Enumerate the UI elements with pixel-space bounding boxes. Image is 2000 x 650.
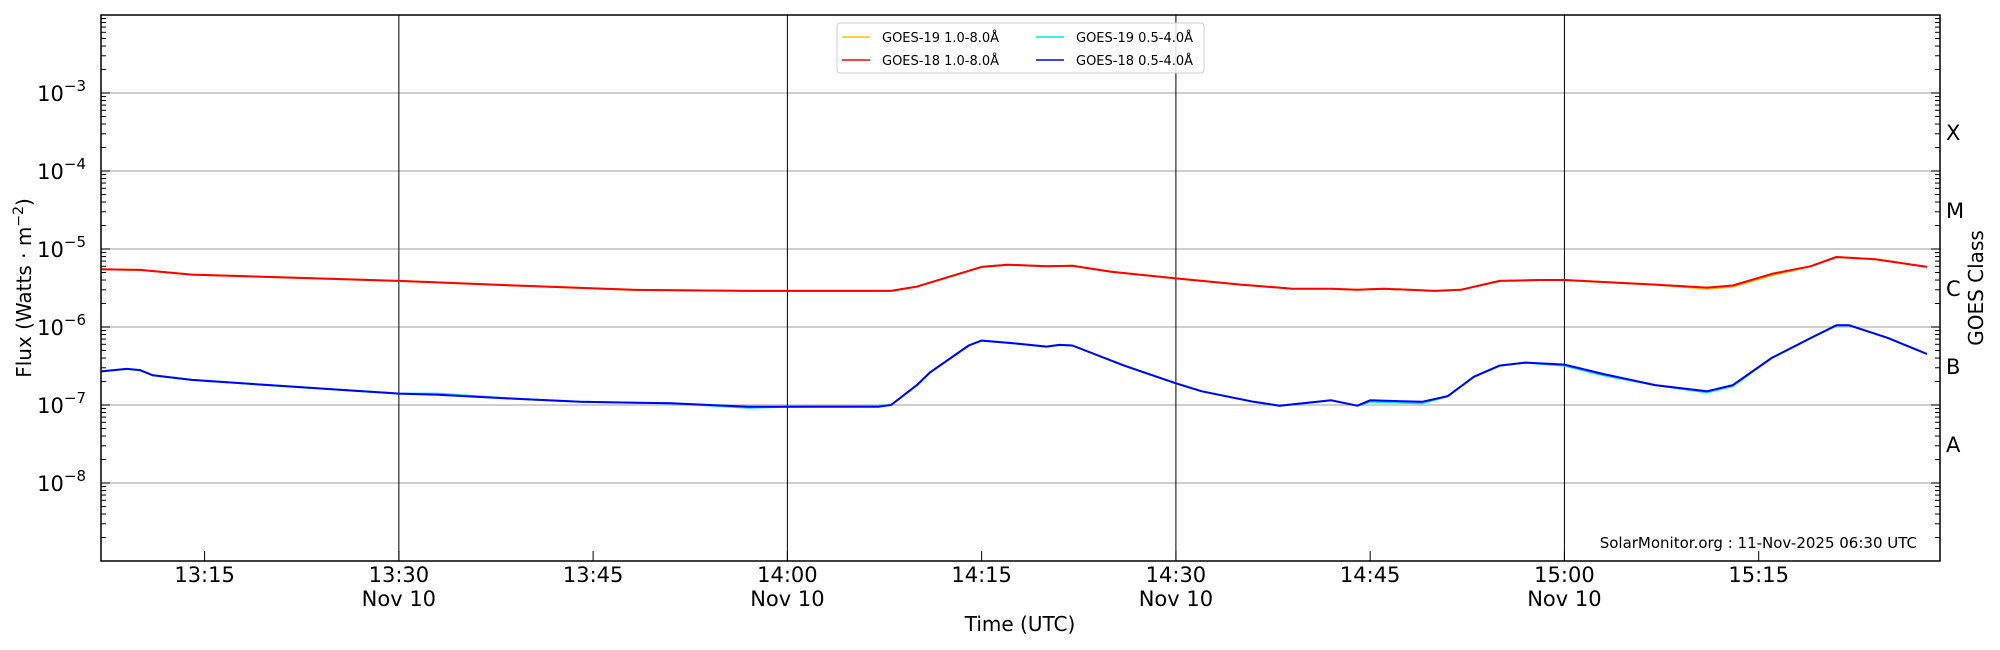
y-tick-exp: −8 — [64, 467, 86, 485]
y-tick-label: 10−6 — [37, 311, 86, 340]
series-line-1 — [100, 256, 1928, 292]
legend-entry: GOES-18 0.5-4.0Å — [1076, 53, 1193, 69]
legend-box — [836, 22, 1205, 74]
y-tick-base: 10 — [37, 82, 64, 106]
right-axis-label: GOES Class — [1964, 230, 1988, 346]
legend-entry: GOES-19 1.0-8.0Å — [882, 30, 999, 46]
y-tick-base: 10 — [37, 316, 64, 340]
x-tick-label: 14:15 — [951, 563, 1012, 587]
series-line-2 — [100, 256, 1928, 292]
watermark: SolarMonitor.org : 11-Nov-2025 06:30 UTC — [1600, 534, 1917, 552]
x-tick-label: 13:15 — [174, 563, 235, 587]
legend: GOES-19 1.0-8.0Å GOES-19 0.5-4.0Å GOES-18 … — [836, 22, 1205, 74]
y-tick-label: 10−7 — [37, 389, 86, 418]
x-axis-label: Time (UTC) — [964, 612, 1076, 636]
series-line-3 — [100, 324, 1928, 409]
goes-class-label: C — [1946, 277, 1961, 301]
y-tick-exp: −6 — [64, 311, 86, 329]
x-tick-label: 14:30 — [1146, 563, 1207, 587]
y-tick-label: 10−8 — [37, 467, 86, 496]
goes-class-label: B — [1946, 355, 1960, 379]
y-axis-label-close: ) — [12, 198, 36, 206]
y-tick-label: 10−3 — [37, 77, 86, 106]
x-tick-label: 15:15 — [1728, 563, 1789, 587]
x-tick-date: Nov 10 — [750, 587, 824, 611]
x-tick-label: 13:30 — [369, 563, 430, 587]
y-tick-label: 10−5 — [37, 233, 86, 262]
y-tick-exp: −4 — [64, 155, 86, 173]
goes-class-label: X — [1946, 121, 1960, 145]
y-tick-exp: −7 — [64, 389, 86, 407]
grid — [101, 15, 1940, 561]
goes-class-label: M — [1946, 199, 1964, 223]
x-tick-label: 13:45 — [563, 563, 624, 587]
goes-class-label: A — [1946, 433, 1961, 457]
x-tick-label: 14:45 — [1340, 563, 1401, 587]
y-tick-base: 10 — [37, 238, 64, 262]
legend-entry: GOES-19 0.5-4.0Å — [1076, 30, 1193, 46]
x-tick-date: Nov 10 — [362, 587, 436, 611]
y-tick-base: 10 — [37, 160, 64, 184]
y-tick-exp: −5 — [64, 233, 86, 251]
y-axis-label: Flux (Watts · m−2) — [11, 198, 36, 378]
y-axis-label-text: Flux (Watts · m — [12, 227, 36, 378]
x-tick-label: 14:00 — [757, 563, 818, 587]
series-line-4 — [100, 324, 1928, 408]
y-axis-label-exp: −2 — [11, 206, 27, 227]
y-tick-base: 10 — [37, 472, 64, 496]
x-tick-label: 15:00 — [1534, 563, 1595, 587]
x-tick-date: Nov 10 — [1527, 587, 1601, 611]
y-tick-label: 10−4 — [37, 155, 86, 184]
x-tick-date: Nov 10 — [1139, 587, 1213, 611]
y-tick-exp: −3 — [64, 77, 86, 95]
y-tick-base: 10 — [37, 394, 64, 418]
series-lines — [100, 256, 1928, 409]
plot-frame — [100, 14, 1941, 562]
legend-entry: GOES-18 1.0-8.0Å — [882, 53, 999, 69]
